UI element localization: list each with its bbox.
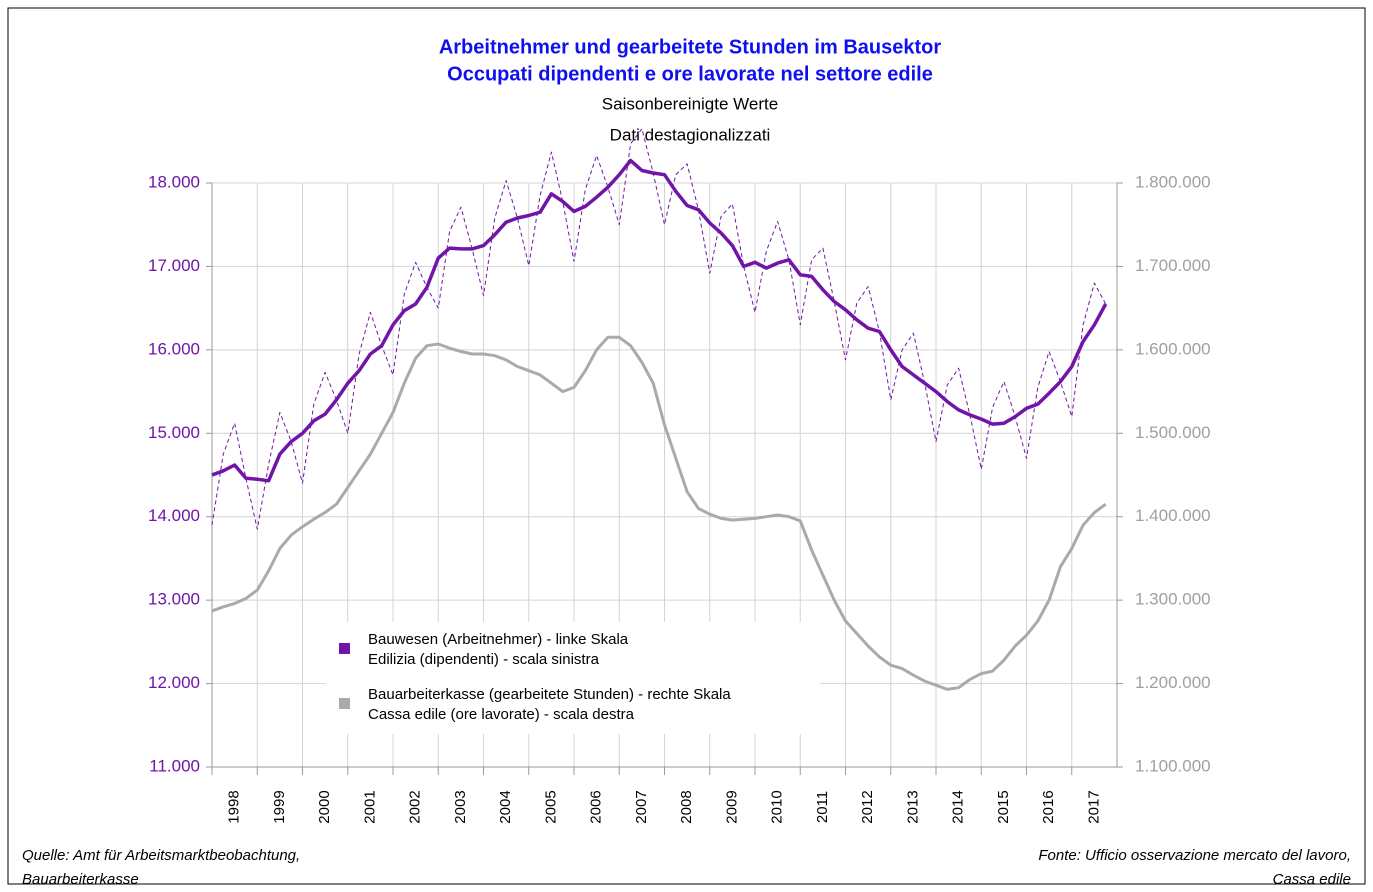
y2-tick-label: 1.600.000 xyxy=(1135,339,1211,358)
y2-tick-label: 1.100.000 xyxy=(1135,756,1211,775)
legend-box xyxy=(326,622,820,734)
frame xyxy=(7,7,1366,885)
series-line xyxy=(211,158,1108,483)
y2-tick-label: 1.300.000 xyxy=(1135,590,1211,609)
legend-swatch xyxy=(339,698,350,709)
x-tick-label: 2004 xyxy=(497,790,514,823)
y-tick-label: 16.000 xyxy=(148,339,200,358)
x-tick-label: 2008 xyxy=(678,790,695,823)
legend-label: Bauarbeiterkasse (gearbeitete Stunden) -… xyxy=(368,686,731,723)
chart-title: Occupati dipendenti e ore lavorate nel s… xyxy=(447,63,933,85)
y2-tick-label: 1.400.000 xyxy=(1135,506,1211,525)
x-tick-label: 2010 xyxy=(769,790,786,823)
y-tick-label: 18.000 xyxy=(148,172,200,191)
y-tick-label: 15.000 xyxy=(148,423,200,442)
chart-title: Arbeitnehmer und gearbeitete Stunden im … xyxy=(439,36,942,58)
x-tick-label: 2007 xyxy=(633,790,650,823)
chart-subtitle: Saisonbereinigte Werte xyxy=(602,94,778,113)
source-note: Quelle: Amt für Arbeitsmarktbeobachtung,… xyxy=(22,847,301,888)
x-tick-label: 2001 xyxy=(361,790,378,823)
y-tick-label: 11.000 xyxy=(149,756,200,775)
x-tick-label: 2013 xyxy=(904,790,921,823)
x-tick-label: 2002 xyxy=(407,790,424,823)
x-tick-label: 2014 xyxy=(950,790,967,823)
y2-tick-label: 1.700.000 xyxy=(1135,256,1211,275)
series-line xyxy=(211,335,1107,691)
source-note: Fonte: Ufficio osservazione mercato del … xyxy=(1038,847,1351,888)
x-tick-label: 2006 xyxy=(588,790,605,823)
x-tick-label: 2015 xyxy=(995,790,1012,823)
y-tick-label: 14.000 xyxy=(148,506,200,525)
x-tick-label: 2012 xyxy=(859,790,876,823)
series-line xyxy=(211,128,1107,530)
x-tick-label: 2003 xyxy=(452,790,469,823)
y-tick-label: 13.000 xyxy=(148,590,200,609)
legend-swatch xyxy=(339,643,350,654)
x-tick-label: 2005 xyxy=(542,790,559,823)
x-tick-label: 2016 xyxy=(1040,790,1057,823)
y2-tick-label: 1.500.000 xyxy=(1135,423,1211,442)
legend-label: Bauwesen (Arbeitnehmer) - linke Skala Ed… xyxy=(368,631,629,668)
chart-subtitle: Dati destagionalizzati xyxy=(610,125,771,144)
y-tick-label: 12.000 xyxy=(148,673,200,692)
y-tick-label: 17.000 xyxy=(148,256,200,275)
y2-tick-label: 1.800.000 xyxy=(1135,172,1211,191)
x-tick-label: 2009 xyxy=(723,790,740,823)
y2-tick-label: 1.200.000 xyxy=(1135,673,1211,692)
x-tick-label: 2011 xyxy=(814,791,831,823)
x-tick-label: 2000 xyxy=(316,790,333,823)
x-tick-label: 2017 xyxy=(1085,790,1102,823)
x-tick-label: 1998 xyxy=(226,790,243,823)
x-tick-label: 1999 xyxy=(271,790,288,823)
